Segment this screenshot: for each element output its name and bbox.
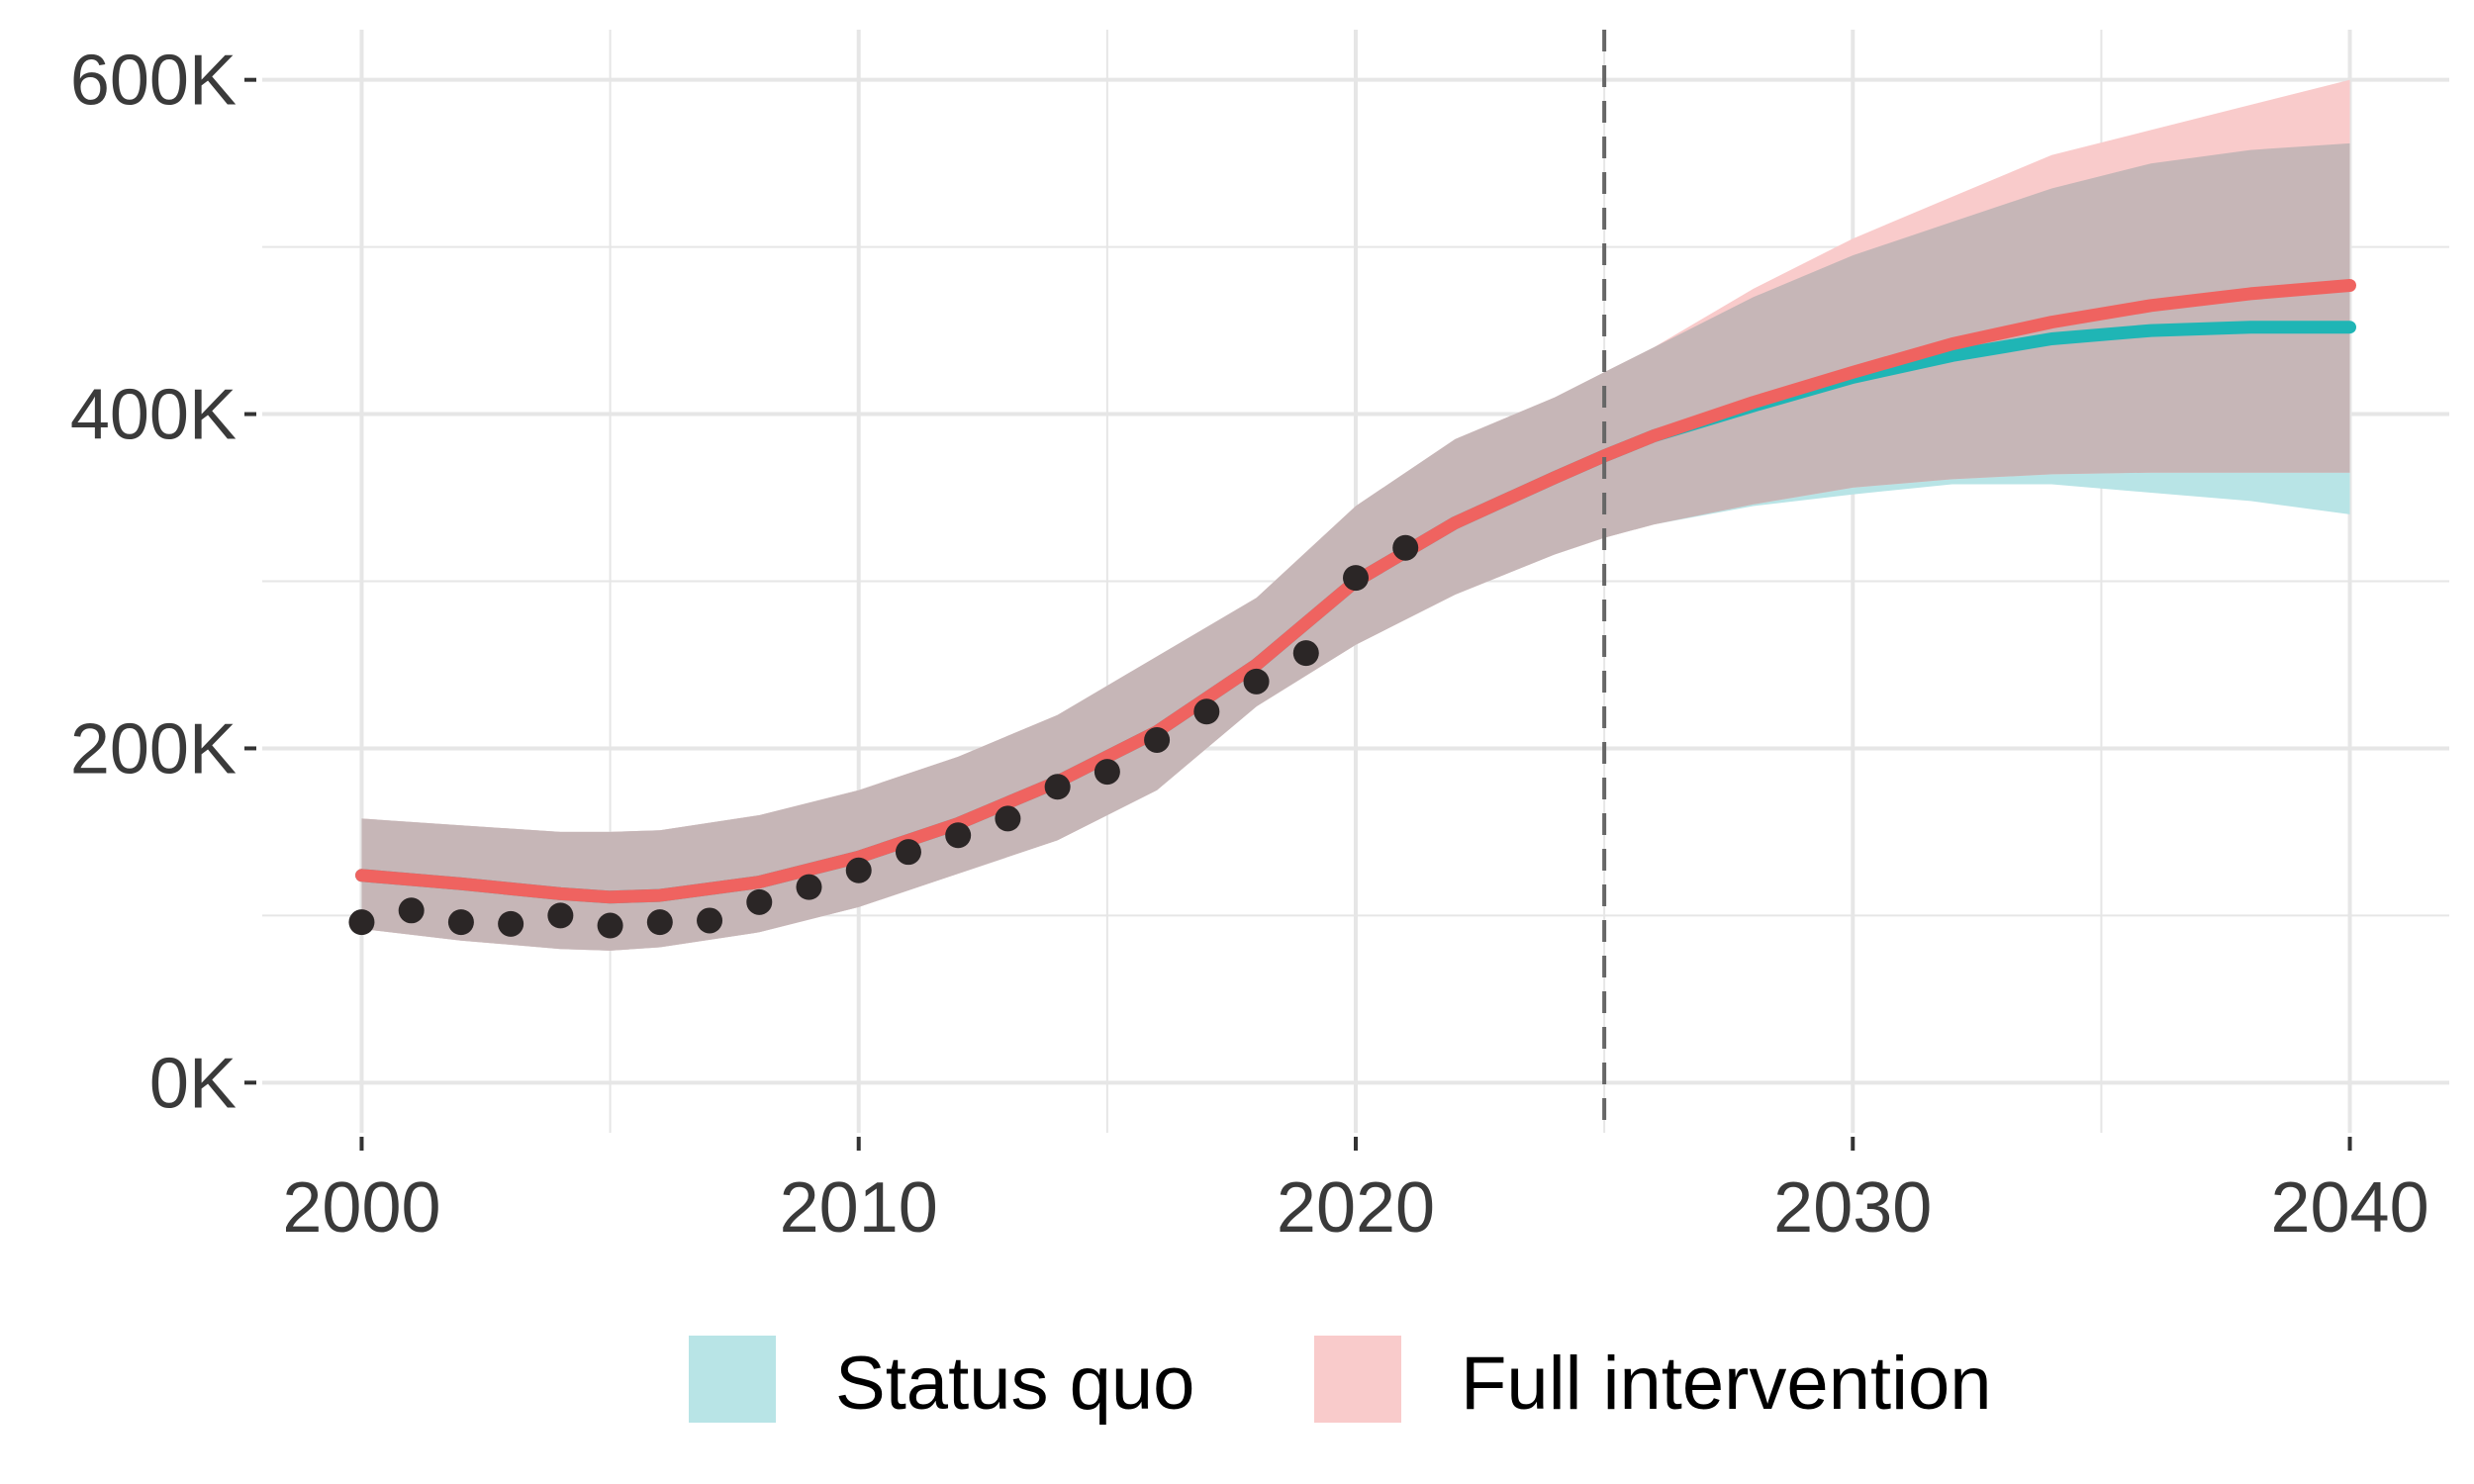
overlap-band (361, 142, 2350, 951)
y-tick-label: 600K (70, 42, 237, 121)
observed-points (348, 534, 1419, 939)
observed-point (945, 822, 972, 849)
x-tick-label: 2020 (1277, 1168, 1435, 1248)
legend-label-status-quo: Status quo (835, 1342, 1194, 1426)
observed-point (1193, 698, 1220, 725)
observed-point (447, 909, 474, 936)
uncertainty-bands (361, 79, 2350, 951)
observed-point (1292, 640, 1319, 667)
y-tick-label: 200K (70, 709, 237, 788)
observed-point (498, 910, 524, 937)
observed-point (746, 888, 773, 915)
observed-point (547, 902, 574, 929)
x-tick-label: 2010 (780, 1168, 938, 1248)
observed-point (646, 909, 673, 936)
x-tick-label: 2000 (282, 1168, 440, 1248)
legend-label-full-intervention: Full intervention (1461, 1342, 1992, 1426)
legend-swatch-status-quo (689, 1336, 776, 1423)
observed-point (845, 857, 872, 883)
observed-point (1094, 759, 1120, 786)
observed-point (1144, 726, 1171, 753)
observed-point (895, 839, 921, 866)
y-tick-label: 0K (149, 1044, 237, 1123)
observed-point (348, 909, 375, 936)
observed-point (1343, 565, 1369, 592)
observed-point (995, 805, 1021, 832)
observed-point (697, 907, 723, 934)
observed-point (398, 897, 425, 924)
observed-point (796, 874, 822, 900)
legend: Status quo Full intervention (689, 1336, 1992, 1426)
observed-point (1243, 668, 1270, 695)
observed-point (1044, 774, 1071, 800)
legend-swatch-full-intervention (1314, 1336, 1401, 1423)
y-tick-label: 400K (70, 376, 237, 455)
x-tick-label: 2030 (1773, 1168, 1932, 1248)
axes: 0K 200K 400K 600K 2000 2010 2020 2030 2040 (70, 42, 2429, 1248)
observed-point (1392, 534, 1419, 561)
x-tick-label: 2040 (2270, 1168, 2428, 1248)
observed-point (597, 912, 623, 939)
